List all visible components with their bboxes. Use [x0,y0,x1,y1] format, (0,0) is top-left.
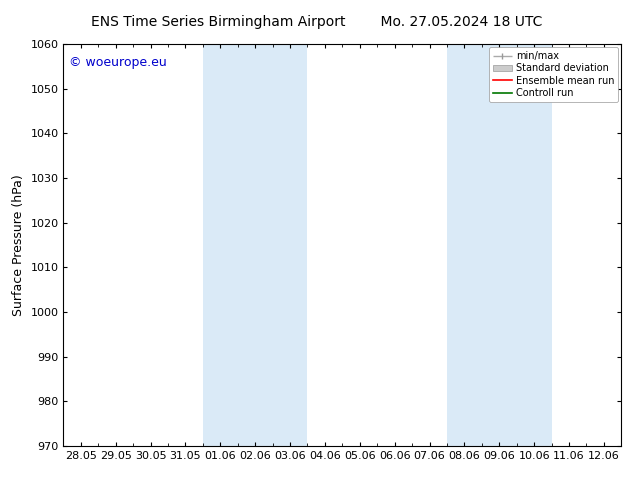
Text: ENS Time Series Birmingham Airport        Mo. 27.05.2024 18 UTC: ENS Time Series Birmingham Airport Mo. 2… [91,15,543,29]
Text: © woeurope.eu: © woeurope.eu [69,56,167,69]
Bar [203,44,307,446]
Bar [447,44,552,446]
Legend: min/max, Standard deviation, Ensemble mean run, Controll run: min/max, Standard deviation, Ensemble me… [489,47,618,102]
Y-axis label: Surface Pressure (hPa): Surface Pressure (hPa) [12,174,25,316]
